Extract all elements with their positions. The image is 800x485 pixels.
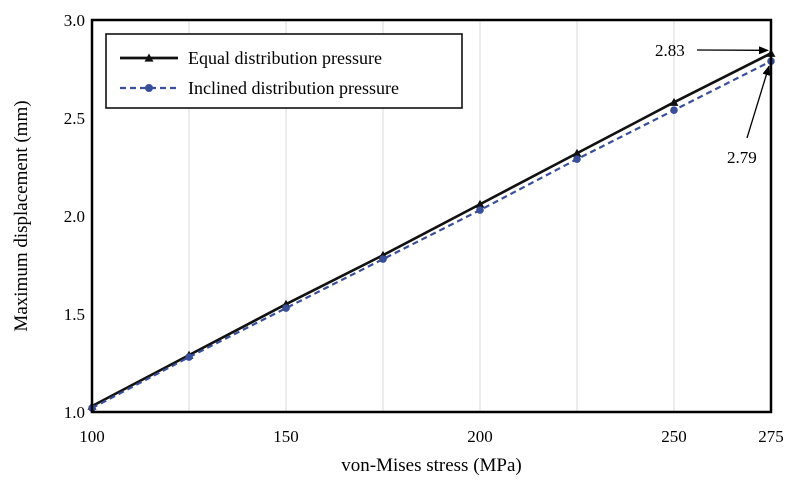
legend-marker-triangle [144,53,154,62]
legend-label-equal: Equal distribution pressure [188,48,382,68]
data-point [379,255,387,263]
x-tick-label: 100 [79,427,105,446]
series-line [91,52,772,408]
annotation-2-83: 2.83 [655,41,769,60]
data-point [669,97,679,106]
x-axis-ticks: 100 150 200 250 275 [79,427,784,446]
series-inclined [88,57,775,412]
x-tick-label: 150 [273,427,299,446]
y-tick-label: 2.0 [64,207,85,226]
series-equal [87,48,776,410]
y-axis-ticks: 1.0 1.5 2.0 2.5 3.0 [64,11,85,422]
y-tick-label: 2.5 [64,109,85,128]
data-point [475,199,485,208]
annotation-label-2-79: 2.79 [727,148,757,167]
data-point [572,148,582,157]
y-tick-label: 1.5 [64,305,85,324]
x-axis-title: von-Mises stress (MPa) [341,455,522,476]
plot-area-frame [90,18,773,414]
x-tick-label: 200 [467,427,493,446]
x-tick-label: 250 [661,427,687,446]
y-tick-label: 1.0 [64,403,85,422]
series-line [91,60,772,410]
data-point [476,206,484,214]
annotation-label-2-83: 2.83 [655,41,685,60]
x-tick-label: 275 [758,427,784,446]
series-layer [87,48,776,412]
data-point [282,304,290,312]
data-point [573,155,581,163]
legend-entry-inclined: Inclined distribution pressure [120,78,399,98]
legend-entry-equal: Equal distribution pressure [120,48,382,68]
legend-marker-circle [145,84,153,92]
data-point [670,106,678,114]
legend-box [105,33,463,109]
annotation-2-79: 2.79 [727,65,771,167]
y-axis-title: Maximum displacement (mm) [11,100,32,331]
data-point [185,353,193,361]
y-tick-label: 3.0 [64,11,85,30]
annotation-arrow-2-79 [746,65,771,139]
legend: Equal distribution pressure Inclined dis… [105,33,463,109]
legend-label-inclined: Inclined distribution pressure [188,78,399,98]
